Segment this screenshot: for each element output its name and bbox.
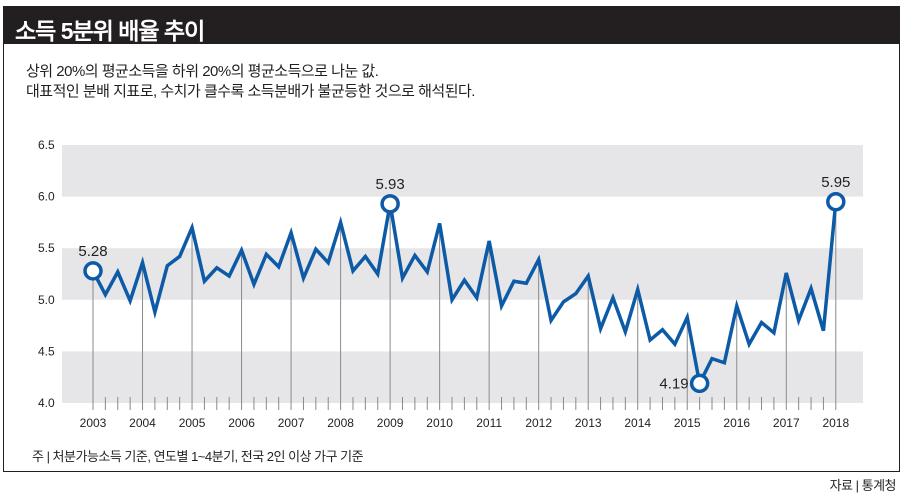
x-tick-label: 2009 <box>377 416 404 430</box>
highlight-point <box>826 192 846 212</box>
data-label: 5.93 <box>376 176 405 193</box>
y-tick-label: 6.5 <box>38 138 55 152</box>
x-tick-label: 2006 <box>228 416 255 430</box>
x-tick-label: 2018 <box>822 416 849 430</box>
x-tick-label: 2012 <box>525 416 552 430</box>
x-tick-label: 2015 <box>674 416 701 430</box>
x-tick-label: 2007 <box>278 416 305 430</box>
x-tick-label: 2005 <box>179 416 206 430</box>
grid-band <box>62 248 863 300</box>
series-line <box>91 201 838 389</box>
x-tick-label: 2013 <box>575 416 602 430</box>
y-tick-label: 4.5 <box>38 344 55 358</box>
chart-source: 자료 | 통계청 <box>829 478 897 493</box>
y-tick-label: 4.0 <box>38 396 55 410</box>
x-tick-label: 2011 <box>476 416 502 430</box>
highlight-point <box>689 373 710 394</box>
x-tick-label: 2017 <box>773 416 800 430</box>
x-tick-label: 2010 <box>426 416 453 430</box>
grid-band <box>62 351 863 403</box>
x-tick-label: 2003 <box>80 416 107 430</box>
y-tick-label: 5.0 <box>38 293 55 307</box>
x-tick-label: 2008 <box>327 416 354 430</box>
x-tick-label: 2016 <box>723 416 750 430</box>
description-line-1: 상위 20%의 평균소득을 하위 20%의 평균소득으로 나눈 값. <box>26 63 379 80</box>
description-line-2: 대표적인 분배 지표로, 수치가 클수록 소득분배가 불균등한 것으로 해석된다… <box>26 83 475 100</box>
chart-frame <box>3 44 900 472</box>
data-label: 5.28 <box>78 243 107 260</box>
y-tick-label: 5.5 <box>38 241 55 255</box>
x-tick-label: 2004 <box>129 416 156 430</box>
highlight-point <box>380 194 400 214</box>
chart-note: 주 | 처분가능소득 기준, 연도별 1~4분기, 전국 2인 이상 가구 기준 <box>32 449 364 464</box>
data-label: 5.95 <box>821 174 850 191</box>
chart-description: 상위 20%의 평균소득을 하위 20%의 평균소득으로 나눈 값. 대표적인 … <box>26 62 475 102</box>
chart-title: 소득 5분위 배율 추이 <box>15 18 205 44</box>
grid-band <box>62 145 863 197</box>
title-bar: 소득 5분위 배율 추이 <box>3 6 900 44</box>
data-label: 4.19 <box>659 375 688 392</box>
highlight-point <box>83 261 103 281</box>
y-tick-label: 6.0 <box>38 190 55 204</box>
x-tick-label: 2014 <box>624 416 651 430</box>
